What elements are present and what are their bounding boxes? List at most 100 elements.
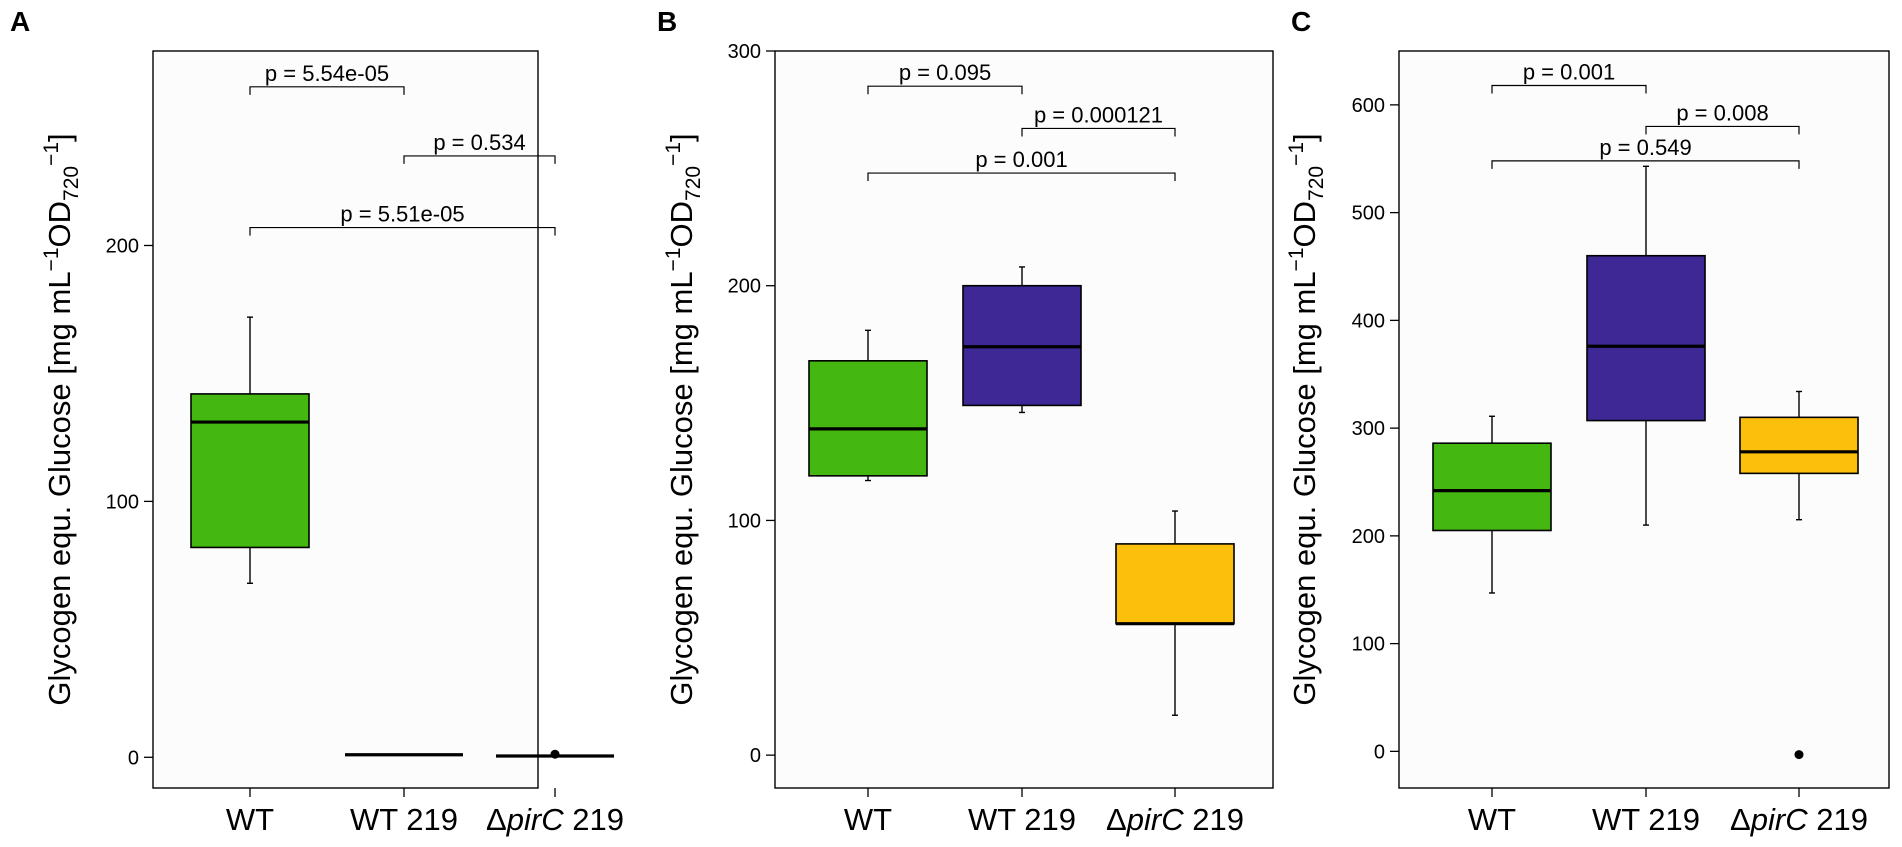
y-axis-label-part: 720: [682, 166, 705, 201]
significance-bracket: p = 0.008: [1645, 100, 1800, 135]
y-axis-label-part: −1: [662, 142, 685, 166]
x-tick-label-part: pirC: [1126, 802, 1184, 837]
y-axis-label: Glycogen equ. Glucose [mg mL−1OD720−1]: [40, 133, 83, 705]
y-axis-label-part: ]: [664, 133, 699, 142]
x-tick-label-part: Δ: [486, 802, 507, 837]
x-tick-label-part: Δ: [1106, 802, 1127, 837]
box-δpirc-219: [496, 749, 614, 759]
panel-letter: B: [657, 6, 677, 37]
bracket-line: [1645, 125, 1800, 135]
p-value-label: p = 0.534: [433, 130, 525, 155]
y-axis-label-part: −1: [662, 247, 685, 271]
significance-bracket: p = 0.549: [1491, 135, 1800, 169]
box-body: [190, 393, 310, 549]
y-axis-label-part: ]: [42, 133, 77, 142]
y-tick-label: 400: [1352, 310, 1385, 332]
x-tick-label: WT: [844, 802, 892, 837]
box-wt-219: [1586, 165, 1706, 526]
x-tick-label: ΔpirC 219: [1730, 802, 1868, 837]
x-tick-label: WT 219: [350, 802, 458, 837]
y-tick-label: 200: [728, 276, 761, 298]
bracket-line: [1491, 84, 1647, 94]
significance-bracket: p = 0.000121: [1021, 102, 1176, 137]
bracket-line: [867, 85, 1023, 95]
x-tick-label: ΔpirC 219: [1106, 802, 1244, 837]
p-value-label: p = 0.000121: [1034, 102, 1163, 127]
significance-bracket: p = 0.095: [867, 60, 1023, 95]
bracket-line: [1491, 160, 1800, 169]
y-axis-label: Glycogen equ. Glucose [mg mL−1OD720−1]: [662, 133, 705, 705]
p-value-label: p = 0.008: [1676, 100, 1768, 125]
y-axis-label-part: 720: [1305, 166, 1328, 201]
y-axis-label-part: −1: [1285, 247, 1308, 271]
p-value-label: p = 0.095: [899, 60, 991, 85]
bracket-line: [249, 86, 405, 95]
bracket-line: [249, 226, 556, 236]
box-wt: [808, 329, 928, 482]
panel-letter: C: [1291, 6, 1311, 37]
y-axis-label: Glycogen equ. Glucose [mg mL−1OD720−1]: [1285, 133, 1328, 705]
significance-bracket: p = 5.54e-05: [249, 61, 405, 95]
p-value-label: p = 5.51e-05: [340, 202, 464, 227]
y-axis-label-part: Glycogen equ. Glucose [mg mL: [42, 271, 77, 705]
bracket-line: [403, 155, 556, 164]
x-tick-label: WT: [226, 802, 274, 837]
y-axis-label-part: −1: [40, 247, 63, 271]
y-tick-label: 0: [750, 745, 761, 767]
x-tick-label-part: 219: [564, 802, 624, 837]
x-tick-label-part: Δ: [1730, 802, 1751, 837]
x-tick-label-part: pirC: [1750, 802, 1808, 837]
y-axis-label-part: OD: [664, 201, 699, 248]
box-body: [1432, 442, 1552, 532]
y-tick-label: 300: [1352, 418, 1385, 440]
significance-bracket: p = 0.001: [867, 147, 1176, 182]
box-wt-219: [962, 266, 1082, 414]
p-value-label: p = 0.549: [1599, 135, 1691, 160]
box-wt: [190, 316, 310, 584]
p-value-label: p = 0.001: [1523, 59, 1615, 84]
panel-letter: A: [10, 6, 30, 37]
significance-bracket: p = 0.001: [1491, 59, 1647, 94]
y-tick-label: 200: [1352, 526, 1385, 548]
box-δpirc-219: [1739, 390, 1859, 760]
y-axis-label-part: Glycogen equ. Glucose [mg mL: [1287, 271, 1322, 705]
y-tick-label: 0: [1374, 741, 1385, 763]
y-axis-label-part: OD: [42, 201, 77, 248]
y-tick-label: 600: [1352, 95, 1385, 117]
y-axis-label-part: OD: [1287, 201, 1322, 248]
bracket-line: [867, 172, 1176, 182]
x-tick-label-part: pirC: [506, 802, 564, 837]
y-tick-label: 200: [106, 235, 139, 257]
y-tick-label: 500: [1352, 203, 1385, 225]
plot-frame: [774, 50, 1274, 789]
box-δpirc-219: [1115, 510, 1235, 716]
x-tick-label: WT 219: [1592, 802, 1700, 837]
y-axis-label-part: −1: [40, 142, 63, 166]
plot-frame: [1398, 50, 1890, 789]
outlier-point: [550, 749, 560, 759]
significance-bracket: p = 0.534: [403, 130, 556, 164]
box-body: [1115, 543, 1235, 625]
y-tick-label: 300: [728, 41, 761, 63]
y-tick-label: 100: [728, 510, 761, 532]
box-body: [808, 360, 928, 477]
p-value-label: p = 5.54e-05: [265, 61, 389, 86]
bracket-line: [1021, 127, 1176, 137]
y-axis-label-part: Glycogen equ. Glucose [mg mL: [664, 271, 699, 705]
box-body: [1739, 416, 1859, 475]
y-tick-label: 100: [106, 491, 139, 513]
y-axis-label-part: ]: [1287, 133, 1322, 142]
y-axis-label-part: −1: [1285, 142, 1308, 166]
x-tick-label-part: 219: [1184, 802, 1244, 837]
y-axis-label-part: 720: [60, 166, 83, 201]
box-body: [1586, 254, 1706, 422]
x-tick-label: WT 219: [968, 802, 1076, 837]
plot-frame: [152, 50, 539, 789]
x-tick-label-part: 219: [1808, 802, 1868, 837]
significance-bracket: p = 5.51e-05: [249, 202, 556, 236]
x-tick-label: WT: [1468, 802, 1516, 837]
box-wt: [1432, 415, 1552, 594]
